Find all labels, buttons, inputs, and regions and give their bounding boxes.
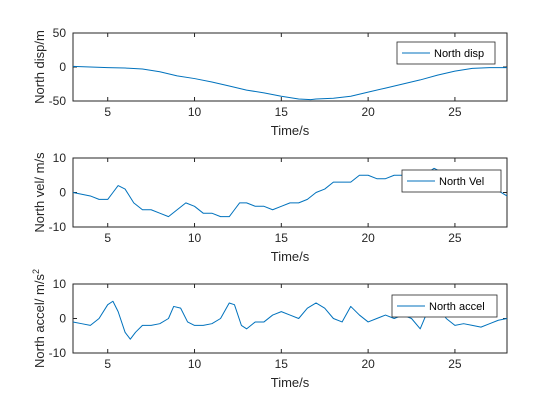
- legend-label: North disp: [434, 48, 484, 60]
- series-line: [72, 167, 508, 218]
- x-tick-label: 15: [275, 231, 289, 245]
- x-tick-label: 20: [361, 231, 375, 245]
- x-axis-label: Time/s: [271, 123, 310, 138]
- y-axis-label: North disp/m: [32, 30, 47, 104]
- y-tick-label: 10: [53, 277, 67, 291]
- x-axis-label: Time/s: [271, 249, 310, 264]
- x-tick-label: 10: [188, 105, 202, 119]
- x-tick-label: 20: [361, 357, 375, 371]
- y-tick-label: -10: [49, 346, 67, 360]
- subplot-velocity: 5 10 15 20 25 -10 0 10 Time/s North vel/ m/s North…: [32, 151, 508, 264]
- x-axis-label: Time/s: [271, 375, 310, 390]
- y-axis-label: North accel/ m/s2: [31, 269, 47, 368]
- subplot-acceleration: 5 10 15 20 25 -10 0 10 Time/s North accel/ m/s2 No…: [31, 269, 508, 390]
- x-tick-label: 10: [188, 231, 202, 245]
- plot-area: [72, 157, 508, 228]
- legend: North Vel: [401, 169, 502, 193]
- y-tick-label: 0: [59, 312, 66, 326]
- y-tick-label: -50: [49, 94, 67, 108]
- x-tick-label: 25: [448, 231, 462, 245]
- y-axis-label: North vel/ m/s: [32, 152, 47, 233]
- x-tick-label: 5: [104, 357, 111, 371]
- y-tick-label: 0: [59, 186, 66, 200]
- x-tick-label: 5: [104, 231, 111, 245]
- x-tick-label: 5: [104, 105, 111, 119]
- legend: North disp: [396, 41, 496, 65]
- legend-label: North accel: [429, 301, 485, 313]
- subplot-displacement: 5 10 15 20 25 -50 0 50 Time/s North disp/m North d…: [32, 26, 508, 138]
- plot-area: [72, 283, 508, 354]
- y-tick-label: 0: [59, 60, 66, 74]
- x-tick-label: 10: [188, 357, 202, 371]
- y-tick-label: 50: [53, 26, 67, 40]
- legend: North accel: [391, 294, 498, 318]
- x-tick-label: 15: [275, 357, 289, 371]
- series-line: [72, 65, 507, 101]
- x-tick-label: 25: [448, 105, 462, 119]
- y-tick-label: 10: [53, 151, 67, 165]
- x-tick-label: 25: [448, 357, 462, 371]
- y-axis-label-superscript: 2: [31, 269, 41, 274]
- legend-box: [391, 294, 498, 318]
- x-tick-label: 15: [275, 105, 289, 119]
- legend-box: [401, 169, 502, 193]
- legend-label: North Vel: [439, 176, 484, 188]
- y-tick-label: -10: [49, 220, 67, 234]
- legend-box: [396, 41, 496, 65]
- x-tick-label: 20: [361, 105, 375, 119]
